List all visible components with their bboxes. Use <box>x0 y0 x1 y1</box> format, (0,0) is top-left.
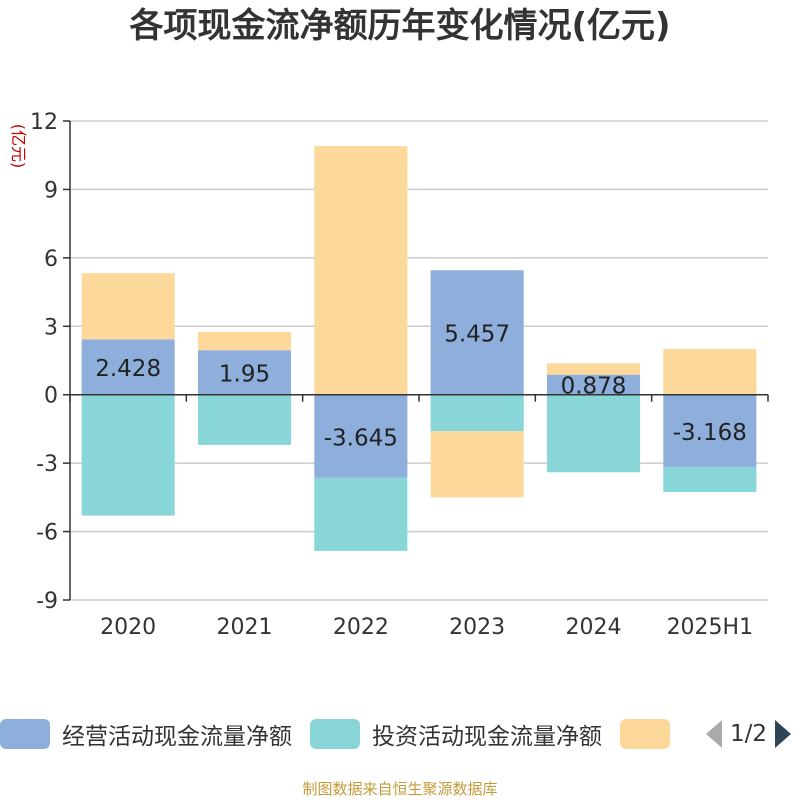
data-label: 2.428 <box>95 356 161 382</box>
legend-label: 经营活动现金流量净额 <box>62 724 292 750</box>
x-tick-label: 2020 <box>100 615 156 640</box>
x-tick-label: 2021 <box>217 615 273 640</box>
x-tick-label: 2024 <box>566 615 622 640</box>
bar-segment <box>663 394 757 467</box>
bar-segment <box>197 350 292 395</box>
legend-swatch <box>620 719 670 749</box>
grid-lines <box>70 120 768 601</box>
y-tick-label: -6 <box>36 521 58 546</box>
bar-segment <box>314 477 408 551</box>
x-tick-label: 2025H1 <box>667 615 754 640</box>
triangle-left-icon[interactable] <box>706 720 722 748</box>
legend-page-indicator: 1/2 <box>730 721 768 747</box>
bar-segment <box>546 363 641 375</box>
x-tick-label: 2023 <box>449 615 505 640</box>
bar-segment <box>81 273 175 340</box>
x-tick-label: 2022 <box>333 615 389 640</box>
chart-title: 各项现金流净额历年变化情况(亿元) <box>129 6 671 46</box>
bar-segment <box>546 394 641 473</box>
bar-segment <box>546 374 641 395</box>
bar-segment <box>314 394 408 478</box>
legend-item-financing[interactable] <box>620 719 682 749</box>
y-tick-label: 0 <box>44 384 58 409</box>
y-tick-label: -3 <box>36 452 58 477</box>
axes: -9 -6 -3 0 3 6 9 12 2020 2021 2022 2023 2024 2025H1 (亿… <box>9 110 769 640</box>
data-label: 0.878 <box>561 374 627 400</box>
bar-segment <box>430 270 524 395</box>
legend-label: 投资活动现金流量净额 <box>372 724 602 750</box>
y-tick-label: 12 <box>30 110 58 135</box>
legend-swatch <box>0 719 50 749</box>
triangle-right-icon[interactable] <box>775 720 792 748</box>
bars <box>81 146 757 551</box>
legend: 经营活动现金流量净额 投资活动现金流量净额 1/2 <box>0 713 800 755</box>
data-labels: 2.428 1.95 -3.645 5.457 0.878 -3.168 <box>95 321 747 451</box>
y-tick-label: 3 <box>44 315 58 340</box>
data-label: -3.645 <box>324 425 398 451</box>
y-tick-label: 9 <box>44 178 58 203</box>
bar-segment <box>197 394 292 445</box>
bar-segment <box>430 394 524 432</box>
bar-segment <box>663 349 757 395</box>
bar-segment <box>430 431 524 498</box>
legend-item-investing[interactable]: 投资活动现金流量净额 <box>310 717 602 751</box>
y-axis-unit: (亿元) <box>9 124 28 169</box>
bar-segment <box>663 466 757 493</box>
legend-pager: 1/2 <box>706 720 792 748</box>
bar-segment <box>314 146 408 395</box>
data-label: 5.457 <box>444 321 510 347</box>
data-source: 制图数据来自恒生聚源数据库 <box>302 780 498 798</box>
y-tick-label: -9 <box>36 589 58 614</box>
legend-item-operating[interactable]: 经营活动现金流量净额 <box>0 717 292 751</box>
data-label: -3.168 <box>673 420 747 446</box>
legend-swatch <box>310 719 360 749</box>
bar-segment <box>81 394 175 516</box>
data-label: 1.95 <box>219 361 270 387</box>
bar-segment <box>81 339 175 395</box>
y-tick-label: 6 <box>44 247 58 272</box>
bar-segment <box>197 331 292 351</box>
